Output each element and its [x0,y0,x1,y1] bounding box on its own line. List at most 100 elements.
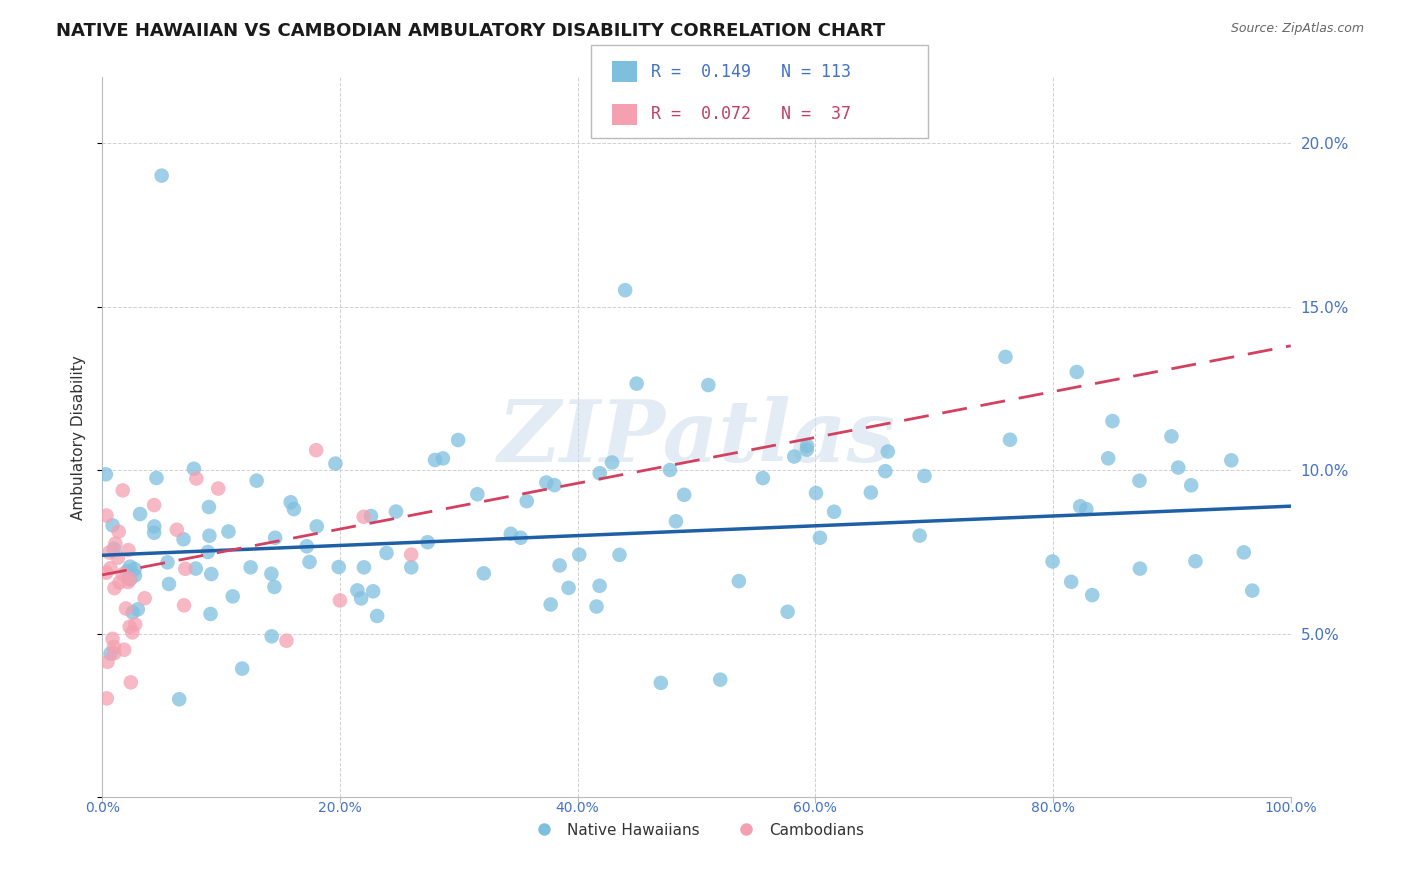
Point [124,562,146,576]
Point [994,350,1017,364]
Point [280,495,302,509]
Point [600,456,623,470]
Point [118,559,141,574]
Point [423,453,446,467]
Point [665,514,688,528]
Point [143,498,166,512]
Point [499,526,522,541]
Point [143,519,166,533]
Text: NATIVE HAWAIIAN VS CAMBODIAN AMBULATORY DISABILITY CORRELATION CHART: NATIVE HAWAIIAN VS CAMBODIAN AMBULATORY … [56,22,886,40]
Point [673,488,696,502]
Point [121,625,143,640]
Point [100,561,122,575]
Point [127,602,149,616]
Point [264,531,287,545]
Point [173,599,195,613]
Point [198,500,221,514]
Point [103,640,125,654]
Point [416,535,439,549]
Point [536,475,558,490]
Point [96,566,118,580]
Point [1101,414,1123,428]
Point [156,555,179,569]
Point [1220,453,1243,467]
Point [589,467,612,481]
Point [361,584,384,599]
Point [107,550,129,565]
Point [650,676,672,690]
Point [548,558,571,573]
Point [150,169,173,183]
Point [207,482,229,496]
Point [96,508,118,523]
Point [568,548,591,562]
Point [375,546,398,560]
Text: 80.0%: 80.0% [1031,801,1076,815]
Point [167,692,190,706]
Point [998,433,1021,447]
Point [305,519,328,533]
Point [1184,554,1206,568]
Point [709,673,731,687]
Point [776,605,799,619]
Point [1180,478,1202,492]
Y-axis label: Ambulatory Disability: Ambulatory Disability [72,355,86,520]
Text: 100.0%: 100.0% [1264,801,1317,815]
Point [1233,545,1256,559]
Point [117,543,139,558]
Point [823,505,845,519]
Point [585,599,607,614]
Point [246,474,269,488]
Point [96,691,118,706]
Point [111,567,134,582]
Point [659,463,682,477]
Point [1128,474,1150,488]
Point [157,577,180,591]
Point [796,442,818,457]
Point [173,533,195,547]
Point [239,560,262,574]
Point [115,564,138,578]
Point [432,451,454,466]
Point [124,617,146,632]
Text: Source: ZipAtlas.com: Source: ZipAtlas.com [1230,22,1364,36]
Legend: Native Hawaiians, Cambodians: Native Hawaiians, Cambodians [523,816,870,844]
Point [112,642,135,657]
Point [1097,451,1119,466]
Point [1241,583,1264,598]
Point [914,469,936,483]
Point [366,609,388,624]
Point [198,529,221,543]
Point [1076,502,1098,516]
Point [108,575,131,590]
Point [118,620,141,634]
Point [1060,574,1083,589]
Point [121,606,143,620]
Point [557,581,579,595]
Point [447,433,470,447]
Point [353,509,375,524]
Point [260,629,283,643]
Point [298,555,321,569]
Point [1069,500,1091,514]
Point [117,575,139,590]
Point [1129,561,1152,575]
Point [752,471,775,485]
Point [217,524,239,539]
Point [263,580,285,594]
Point [183,462,205,476]
Point [200,607,222,621]
Text: R =  0.072   N =  37: R = 0.072 N = 37 [651,105,851,123]
Point [96,655,118,669]
Text: R =  0.149   N = 113: R = 0.149 N = 113 [651,62,851,80]
Point [329,593,352,607]
Point [859,485,882,500]
Point [353,560,375,574]
Point [231,662,253,676]
Point [908,528,931,542]
Point [118,572,141,586]
Point [614,283,637,297]
Point [728,574,751,588]
Point [283,502,305,516]
Point [104,536,127,550]
